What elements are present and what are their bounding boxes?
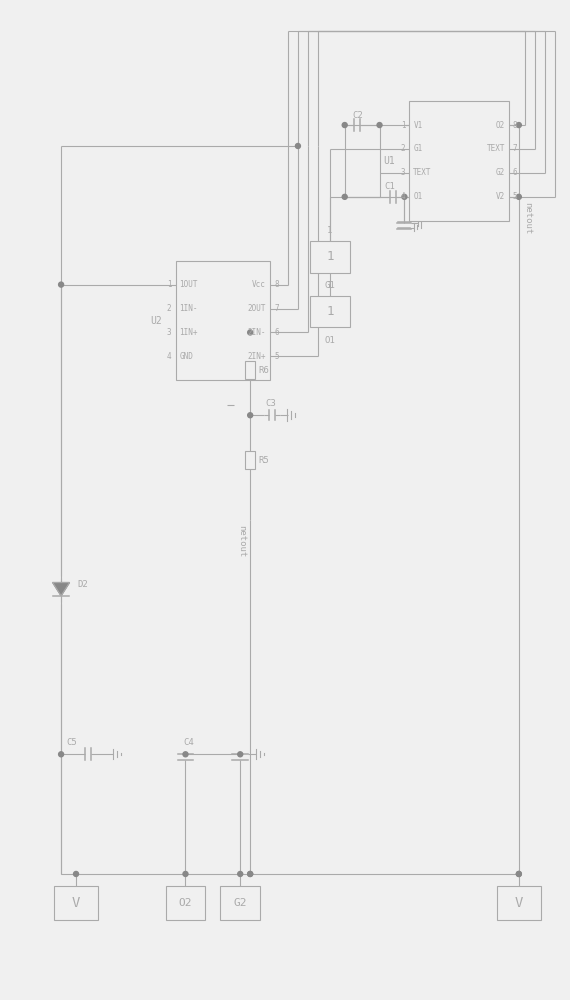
Circle shape: [377, 123, 382, 128]
Circle shape: [238, 871, 243, 876]
Text: 7: 7: [513, 144, 518, 153]
Text: 2IN-: 2IN-: [247, 328, 266, 337]
Circle shape: [248, 413, 253, 418]
Text: G1: G1: [413, 144, 422, 153]
Text: 4: 4: [167, 352, 172, 361]
Circle shape: [59, 752, 64, 757]
Text: GND: GND: [180, 352, 193, 361]
Bar: [165, 886, 205, 920]
Text: 1: 1: [401, 121, 405, 130]
Text: V2: V2: [496, 192, 505, 201]
Text: 2: 2: [167, 304, 172, 313]
Circle shape: [342, 194, 347, 199]
Text: 6: 6: [274, 328, 279, 337]
Text: TEXT: TEXT: [486, 144, 505, 153]
Text: C1: C1: [385, 182, 395, 191]
Text: R5: R5: [258, 456, 269, 465]
Text: V: V: [72, 896, 80, 910]
Text: G1: G1: [324, 281, 335, 290]
Text: U2: U2: [150, 316, 161, 326]
Text: netout: netout: [523, 202, 532, 234]
Circle shape: [59, 282, 64, 287]
Bar: [245, 361, 255, 379]
Circle shape: [402, 194, 407, 199]
Text: D2: D2: [77, 580, 88, 589]
Circle shape: [516, 123, 522, 128]
Text: 5: 5: [274, 352, 279, 361]
Text: netout: netout: [237, 525, 246, 557]
Text: 1IN+: 1IN+: [180, 328, 198, 337]
Text: R6: R6: [258, 366, 269, 375]
Text: 6: 6: [513, 168, 518, 177]
Bar: [245, 451, 255, 469]
Text: 2OUT: 2OUT: [247, 304, 266, 313]
Circle shape: [74, 871, 79, 876]
Text: 1: 1: [327, 281, 332, 290]
Text: 4: 4: [401, 192, 405, 201]
Circle shape: [342, 123, 347, 128]
Circle shape: [183, 752, 188, 757]
Text: 3: 3: [167, 328, 172, 337]
Bar: [176, 261, 270, 380]
Circle shape: [248, 871, 253, 876]
Bar: [310, 296, 349, 327]
Text: 8: 8: [513, 121, 518, 130]
Circle shape: [516, 871, 522, 876]
Text: C3: C3: [265, 399, 276, 408]
Circle shape: [183, 871, 188, 876]
Text: G2: G2: [234, 898, 247, 908]
Circle shape: [516, 871, 522, 876]
Text: 1OUT: 1OUT: [180, 280, 198, 289]
Circle shape: [248, 330, 253, 335]
Text: TEXT: TEXT: [413, 168, 432, 177]
Text: O2: O2: [179, 898, 192, 908]
Text: 1: 1: [326, 250, 333, 263]
Text: O1: O1: [413, 192, 422, 201]
Text: 2: 2: [401, 144, 405, 153]
Circle shape: [248, 871, 253, 876]
Text: C2: C2: [352, 111, 363, 120]
Circle shape: [238, 752, 243, 757]
Text: O2: O2: [496, 121, 505, 130]
Text: 8: 8: [274, 280, 279, 289]
Text: 1: 1: [327, 226, 332, 235]
Text: V: V: [515, 896, 523, 910]
Bar: [409, 101, 509, 221]
Bar: [310, 241, 349, 273]
Bar: [221, 886, 260, 920]
Text: O1: O1: [324, 336, 335, 345]
Circle shape: [516, 194, 522, 199]
Text: C4: C4: [184, 738, 194, 747]
Text: 1IN-: 1IN-: [180, 304, 198, 313]
Bar: [497, 886, 541, 920]
Text: Vcc: Vcc: [252, 280, 266, 289]
Text: C5: C5: [66, 738, 77, 747]
Text: 2IN+: 2IN+: [247, 352, 266, 361]
Circle shape: [295, 143, 300, 148]
Text: G2: G2: [496, 168, 505, 177]
Bar: [54, 886, 98, 920]
Text: V1: V1: [413, 121, 422, 130]
Text: 1: 1: [326, 305, 333, 318]
Polygon shape: [53, 583, 70, 596]
Text: 1: 1: [167, 280, 172, 289]
Text: 7: 7: [274, 304, 279, 313]
Text: U1: U1: [384, 156, 396, 166]
Text: 5: 5: [513, 192, 518, 201]
Text: 3: 3: [401, 168, 405, 177]
